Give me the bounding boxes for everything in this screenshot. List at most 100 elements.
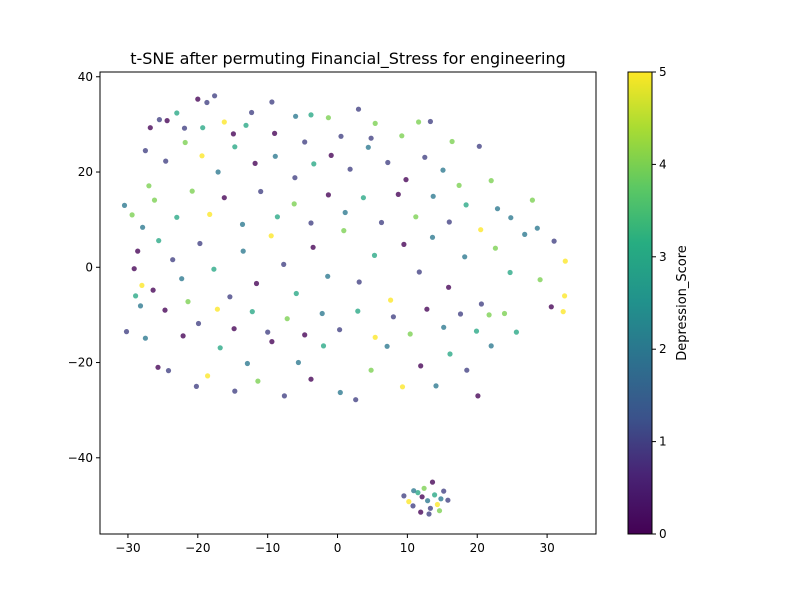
scatter-point [156, 238, 162, 244]
scatter-point [185, 299, 191, 305]
colorbar-tick-label: 4 [659, 157, 667, 171]
points-layer [121, 93, 568, 517]
scatter-point [395, 191, 401, 197]
scatter-point [464, 367, 470, 373]
scatter-point [399, 384, 406, 390]
scatter-point [338, 133, 344, 139]
scatter-point [308, 112, 314, 118]
colorbar-axis: 0 1 2 3 4 5 [652, 65, 667, 541]
scatter-point [403, 177, 409, 183]
colorbar-tick-label: 5 [659, 65, 667, 79]
scatter-point [501, 310, 508, 317]
scatter-point [457, 311, 464, 317]
scatter-point [281, 261, 287, 267]
scatter-point [551, 238, 557, 244]
scatter-point [195, 96, 201, 102]
scatter-point [255, 378, 261, 384]
scatter-point [189, 188, 195, 194]
scatter-point [407, 331, 413, 337]
scatter-point [252, 160, 258, 166]
scatter-point [534, 225, 540, 231]
colorbar-label: Depression_Score [675, 245, 690, 361]
scatter-point [548, 304, 554, 310]
scatter-point [475, 393, 481, 399]
scatter-point [292, 175, 298, 181]
scatter-point [488, 343, 494, 349]
scatter-point [413, 214, 419, 220]
scatter-point [163, 158, 169, 164]
x-tick-label: −30 [115, 541, 140, 555]
scatter-point [265, 329, 271, 335]
scatter-point [434, 501, 440, 508]
scatter-point [562, 293, 568, 299]
scatter-point [135, 248, 141, 254]
scatter-point [150, 287, 156, 293]
scatter-point [378, 219, 385, 226]
scatter-point [507, 269, 513, 276]
scatter-point [269, 99, 275, 105]
scatter-point [174, 110, 180, 116]
scatter-point [197, 240, 203, 247]
scatter-point [325, 192, 331, 198]
y-tick-label: 40 [78, 70, 93, 84]
scatter-point [221, 119, 227, 125]
scatter-point [328, 152, 334, 158]
scatter-point [508, 215, 514, 221]
scatter-point [215, 169, 221, 175]
scatter-point [492, 245, 498, 251]
scatter-point [425, 498, 431, 504]
scatter-point [478, 301, 484, 307]
scatter-point [418, 363, 424, 369]
y-tick-label: −40 [68, 451, 93, 465]
scatter-point [319, 310, 325, 317]
scatter-point [447, 351, 453, 357]
scatter-point [129, 212, 135, 218]
scatter-point [476, 143, 482, 149]
scatter-point [384, 343, 390, 349]
scatter-point [347, 166, 353, 172]
scatter-point [406, 499, 412, 505]
scatter-point [429, 234, 436, 240]
scatter-point [399, 133, 405, 139]
scatter-point [179, 276, 185, 282]
scatter-point [243, 122, 249, 128]
scatter-point [355, 106, 362, 112]
scatter-point [372, 120, 378, 126]
scatter-point [341, 228, 347, 234]
scatter-point [170, 257, 176, 263]
scatter-point [162, 307, 168, 313]
scatter-point [365, 144, 371, 150]
colorbar-tick-label: 3 [659, 250, 667, 264]
scatter-point [131, 266, 137, 272]
scatter-point [522, 231, 528, 237]
scatter-point [140, 224, 146, 230]
scatter-point [291, 201, 297, 207]
scatter-point [355, 308, 361, 314]
y-tick-label: −20 [68, 356, 93, 370]
scatter-point [193, 383, 199, 389]
x-tick-label: 30 [539, 541, 554, 555]
scatter-point [441, 324, 447, 330]
scatter-point [473, 328, 480, 334]
scatter-point [422, 154, 428, 160]
scatter-point [426, 511, 432, 517]
scatter-point [146, 183, 152, 189]
scatter-point [269, 339, 275, 345]
scatter-point [253, 280, 260, 287]
scatter-point [486, 312, 492, 318]
scatter-point [151, 197, 158, 203]
y-tick-label: 20 [78, 165, 93, 179]
scatter-point [310, 244, 316, 250]
scatter-point [368, 367, 374, 373]
scatter-point [446, 284, 452, 290]
scatter-point [446, 219, 452, 225]
scatter-point [249, 309, 255, 315]
scatter-point [438, 496, 444, 502]
scatter-point [207, 211, 213, 217]
scatter-point [164, 118, 170, 124]
scatter-point [272, 153, 278, 159]
x-tick-label: 10 [400, 541, 415, 555]
scatter-point [174, 214, 180, 220]
